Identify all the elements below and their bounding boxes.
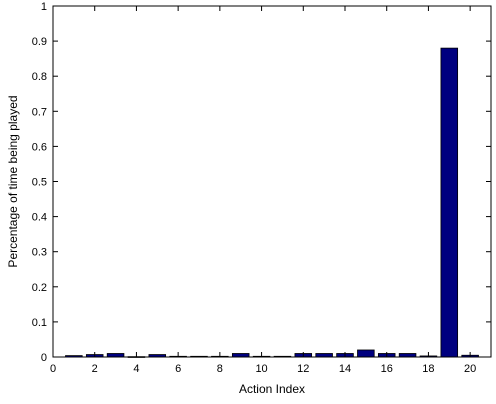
x-tick-label: 20 bbox=[464, 363, 476, 375]
x-tick-label: 8 bbox=[217, 363, 223, 375]
bar-action-3 bbox=[106, 353, 125, 358]
plot-frame bbox=[52, 5, 492, 358]
y-tick-label: 0.1 bbox=[32, 317, 47, 329]
y-tick-label: 0.3 bbox=[32, 247, 47, 259]
x-tick-label: 14 bbox=[339, 363, 351, 375]
x-tick-label: 16 bbox=[381, 363, 393, 375]
y-tick-label: 0.4 bbox=[32, 212, 47, 224]
y-tick-label: 0.5 bbox=[32, 177, 47, 189]
x-tick-label: 10 bbox=[255, 363, 267, 375]
y-tick-label: 0 bbox=[41, 352, 47, 364]
x-tick-label: 0 bbox=[50, 363, 56, 375]
y-tick-label: 0.8 bbox=[32, 71, 47, 83]
bar-action-9 bbox=[231, 353, 250, 358]
y-axis-label: Percentage of time being played bbox=[6, 95, 20, 267]
ticks-group: 0 2 4 6 8 10 12 14 16 18 20 0 0.1 0.2 0.3 0.4 0.5 0.6 0.7 0… bbox=[32, 1, 491, 375]
bar-action-19 bbox=[440, 47, 459, 358]
x-tick-label: 4 bbox=[133, 363, 139, 375]
x-axis-label: Action Index bbox=[239, 382, 305, 396]
y-tick-label: 0.9 bbox=[32, 36, 47, 48]
bar-action-15 bbox=[357, 349, 375, 358]
y-tick-label: 0.2 bbox=[32, 282, 47, 294]
x-tick-label: 2 bbox=[92, 363, 98, 375]
bars-group bbox=[65, 47, 479, 358]
y-tick-label: 1 bbox=[41, 1, 47, 13]
y-tick-label: 0.6 bbox=[32, 141, 47, 153]
bar-action-13 bbox=[315, 353, 333, 358]
x-tick-label: 12 bbox=[297, 363, 309, 375]
bar-action-17 bbox=[398, 353, 417, 358]
x-tick-label: 18 bbox=[422, 363, 434, 375]
y-tick-label: 0.7 bbox=[32, 106, 47, 118]
x-tick-label: 6 bbox=[175, 363, 181, 375]
